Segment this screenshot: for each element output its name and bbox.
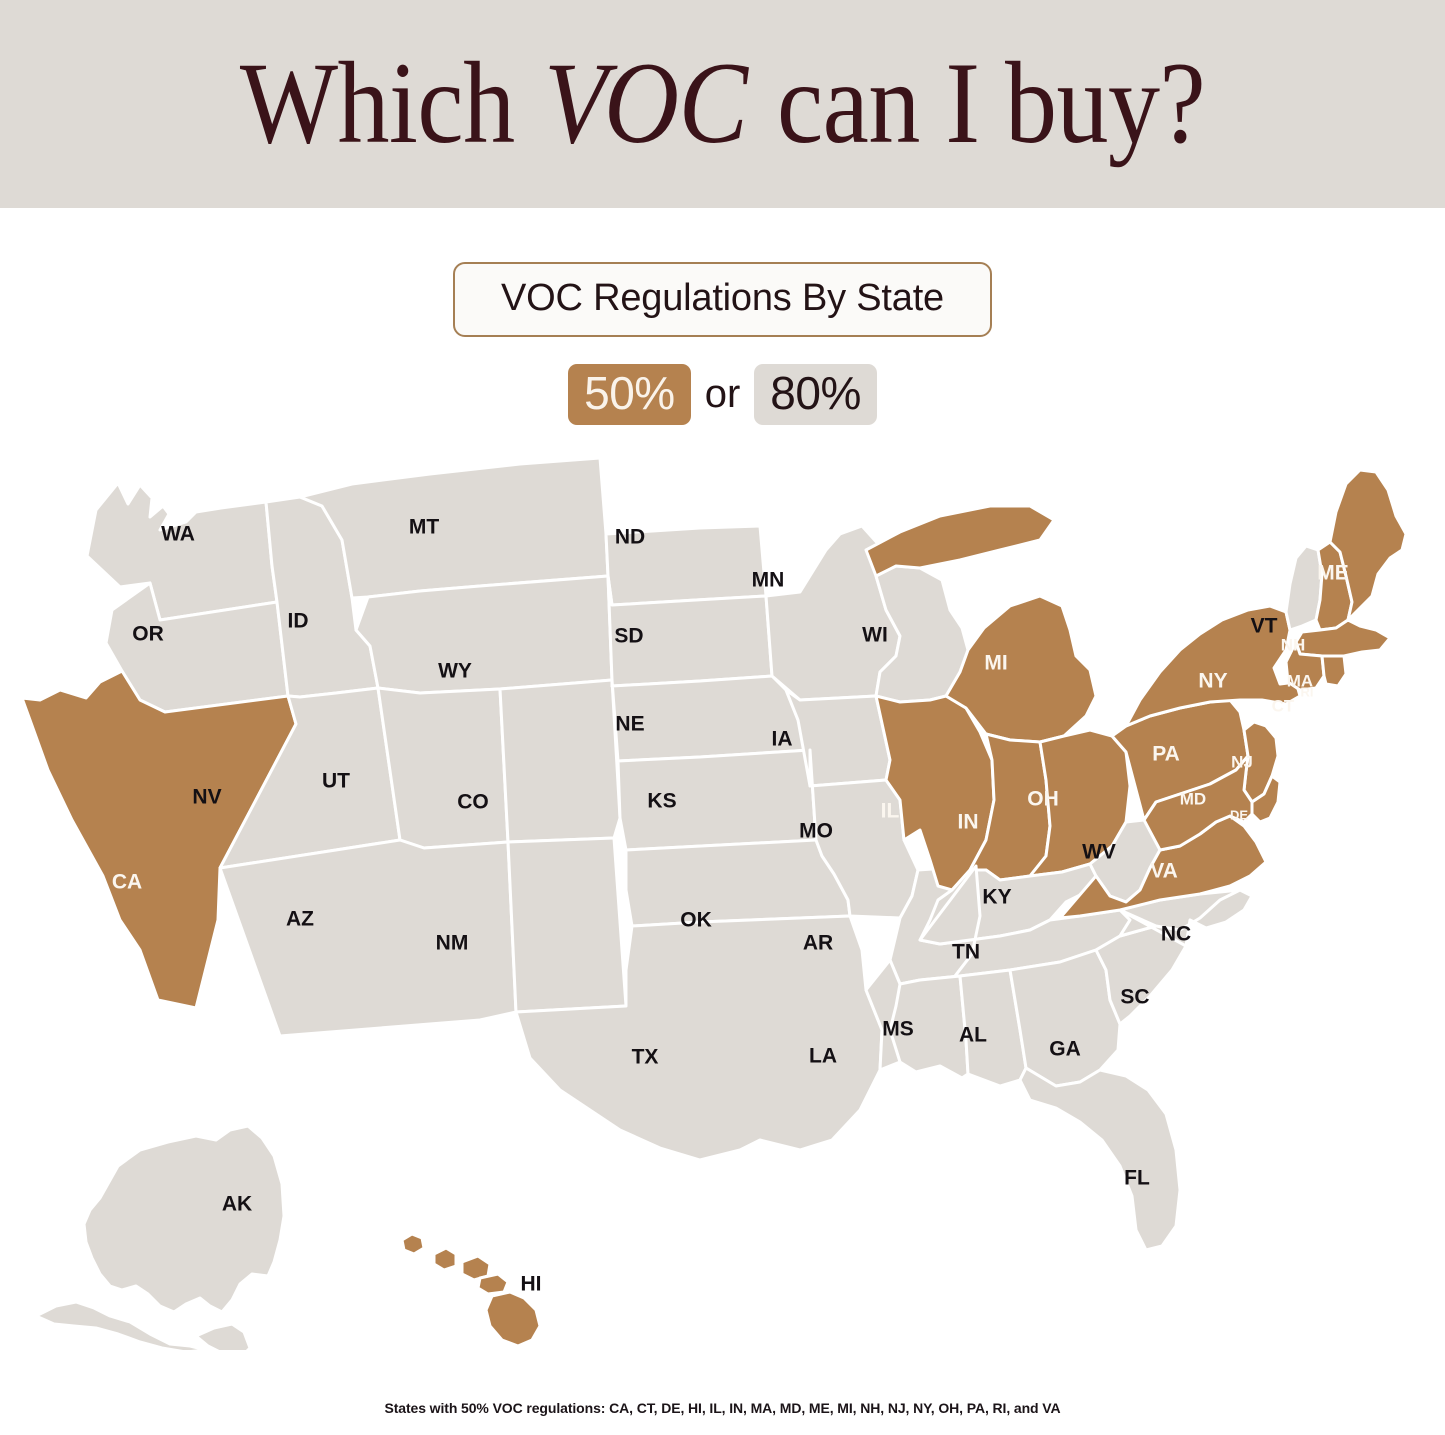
header-band: Which VOC can I buy? <box>0 0 1445 208</box>
state-label-PA: PA <box>1152 743 1180 766</box>
state-FL <box>1018 1066 1182 1252</box>
state-DE <box>1250 774 1282 824</box>
page-title-part2: can I buy? <box>751 39 1206 168</box>
us-choropleth-map: WA OR CA NV ID MT WY UT AZ NM CO ND SD N… <box>0 450 1445 1350</box>
state-label-HI: HI <box>521 1273 542 1296</box>
state-RI <box>1320 654 1348 688</box>
state-OK <box>624 838 852 928</box>
state-label-WA: WA <box>161 523 195 546</box>
state-VA <box>1058 814 1268 920</box>
state-HI-5 <box>484 1290 542 1348</box>
state-label-AR: AR <box>803 932 833 955</box>
legend-swatch-50: 50% <box>568 364 691 426</box>
state-label-VA: VA <box>1150 860 1178 883</box>
state-label-TX: TX <box>632 1046 659 1069</box>
state-CT <box>1284 640 1326 692</box>
state-MI <box>864 504 1098 744</box>
state-label-CO: CO <box>457 791 489 814</box>
state-MD <box>1142 754 1254 852</box>
state-MS <box>888 974 970 1080</box>
page-title-emphasis: VOC <box>544 39 748 168</box>
state-label-MD: MD <box>1180 789 1206 808</box>
state-label-FL: FL <box>1124 1167 1150 1190</box>
state-label-RI: RI <box>1301 684 1314 699</box>
legend-swatch-80: 80% <box>754 364 877 426</box>
state-label-MS: MS <box>882 1018 914 1041</box>
state-label-NY: NY <box>1198 670 1227 693</box>
state-label-MN: MN <box>752 569 785 592</box>
state-label-NJ: NJ <box>1231 752 1253 771</box>
state-GA <box>1008 948 1122 1088</box>
legend-conjunction: or <box>704 372 741 417</box>
state-label-VT: VT <box>1251 615 1278 638</box>
state-label-ND: ND <box>615 526 645 549</box>
state-IL <box>874 694 996 892</box>
state-label-CT: CT <box>1272 696 1295 715</box>
state-label-GA: GA <box>1049 1038 1081 1061</box>
state-label-NH: NH <box>1281 635 1306 654</box>
state-label-IA: IA <box>772 728 793 751</box>
state-AZ <box>218 838 518 1038</box>
legend-title-label: VOC Regulations By State <box>501 277 944 319</box>
state-label-SC: SC <box>1120 986 1149 1009</box>
state-WY <box>354 574 614 695</box>
state-NM <box>506 836 628 1014</box>
state-NY <box>1124 604 1302 728</box>
state-label-TN: TN <box>952 941 980 964</box>
state-label-AK: AK <box>222 1193 252 1216</box>
state-label-MT: MT <box>409 516 439 539</box>
page-title: Which VOC can I buy? <box>240 45 1206 162</box>
state-label-NV: NV <box>192 786 221 809</box>
state-HI <box>400 1232 426 1256</box>
state-TX <box>514 914 884 1162</box>
legend: VOC Regulations By State 50% or 80% <box>0 262 1445 426</box>
state-label-ME: ME <box>1317 562 1349 585</box>
state-label-MO: MO <box>799 820 833 843</box>
state-MA <box>1294 618 1392 658</box>
state-HI-4 <box>476 1272 510 1296</box>
state-label-OR: OR <box>132 623 164 646</box>
state-label-OK: OK <box>680 909 712 932</box>
footnote: States with 50% VOC regulations: CA, CT,… <box>384 1400 1061 1416</box>
state-UT <box>376 686 510 850</box>
state-label-SD: SD <box>614 625 643 648</box>
state-label-KY: KY <box>982 886 1011 909</box>
state-CO <box>498 678 622 844</box>
state-HI-2 <box>432 1246 458 1272</box>
state-label-CA: CA <box>112 871 142 894</box>
state-label-IL: IL <box>881 800 900 823</box>
state-label-KS: KS <box>647 790 676 813</box>
state-label-IN: IN <box>958 811 979 834</box>
legend-swatches: 50% or 80% <box>568 364 877 426</box>
state-label-AZ: AZ <box>286 908 314 931</box>
state-label-LA: LA <box>809 1045 837 1068</box>
state-label-NC: NC <box>1161 923 1191 946</box>
state-label-UT: UT <box>322 770 350 793</box>
state-WA <box>85 481 279 622</box>
legend-title-box: VOC Regulations By State <box>453 262 992 337</box>
state-label-NE: NE <box>615 713 644 736</box>
page-title-part1: Which <box>239 39 541 168</box>
state-AK <box>34 1124 286 1350</box>
state-label-NM: NM <box>436 932 469 955</box>
state-label-MI: MI <box>984 652 1007 675</box>
state-label-DE: DE <box>1230 807 1248 822</box>
state-label-WI: WI <box>862 624 888 647</box>
state-label-WY: WY <box>438 660 472 683</box>
state-label-ID: ID <box>288 610 309 633</box>
state-label-WV: WV <box>1082 841 1116 864</box>
state-label-MA: MA <box>1287 671 1313 690</box>
state-label-AL: AL <box>959 1024 987 1047</box>
state-label-OH: OH <box>1027 788 1059 811</box>
state-ME <box>1328 468 1408 622</box>
